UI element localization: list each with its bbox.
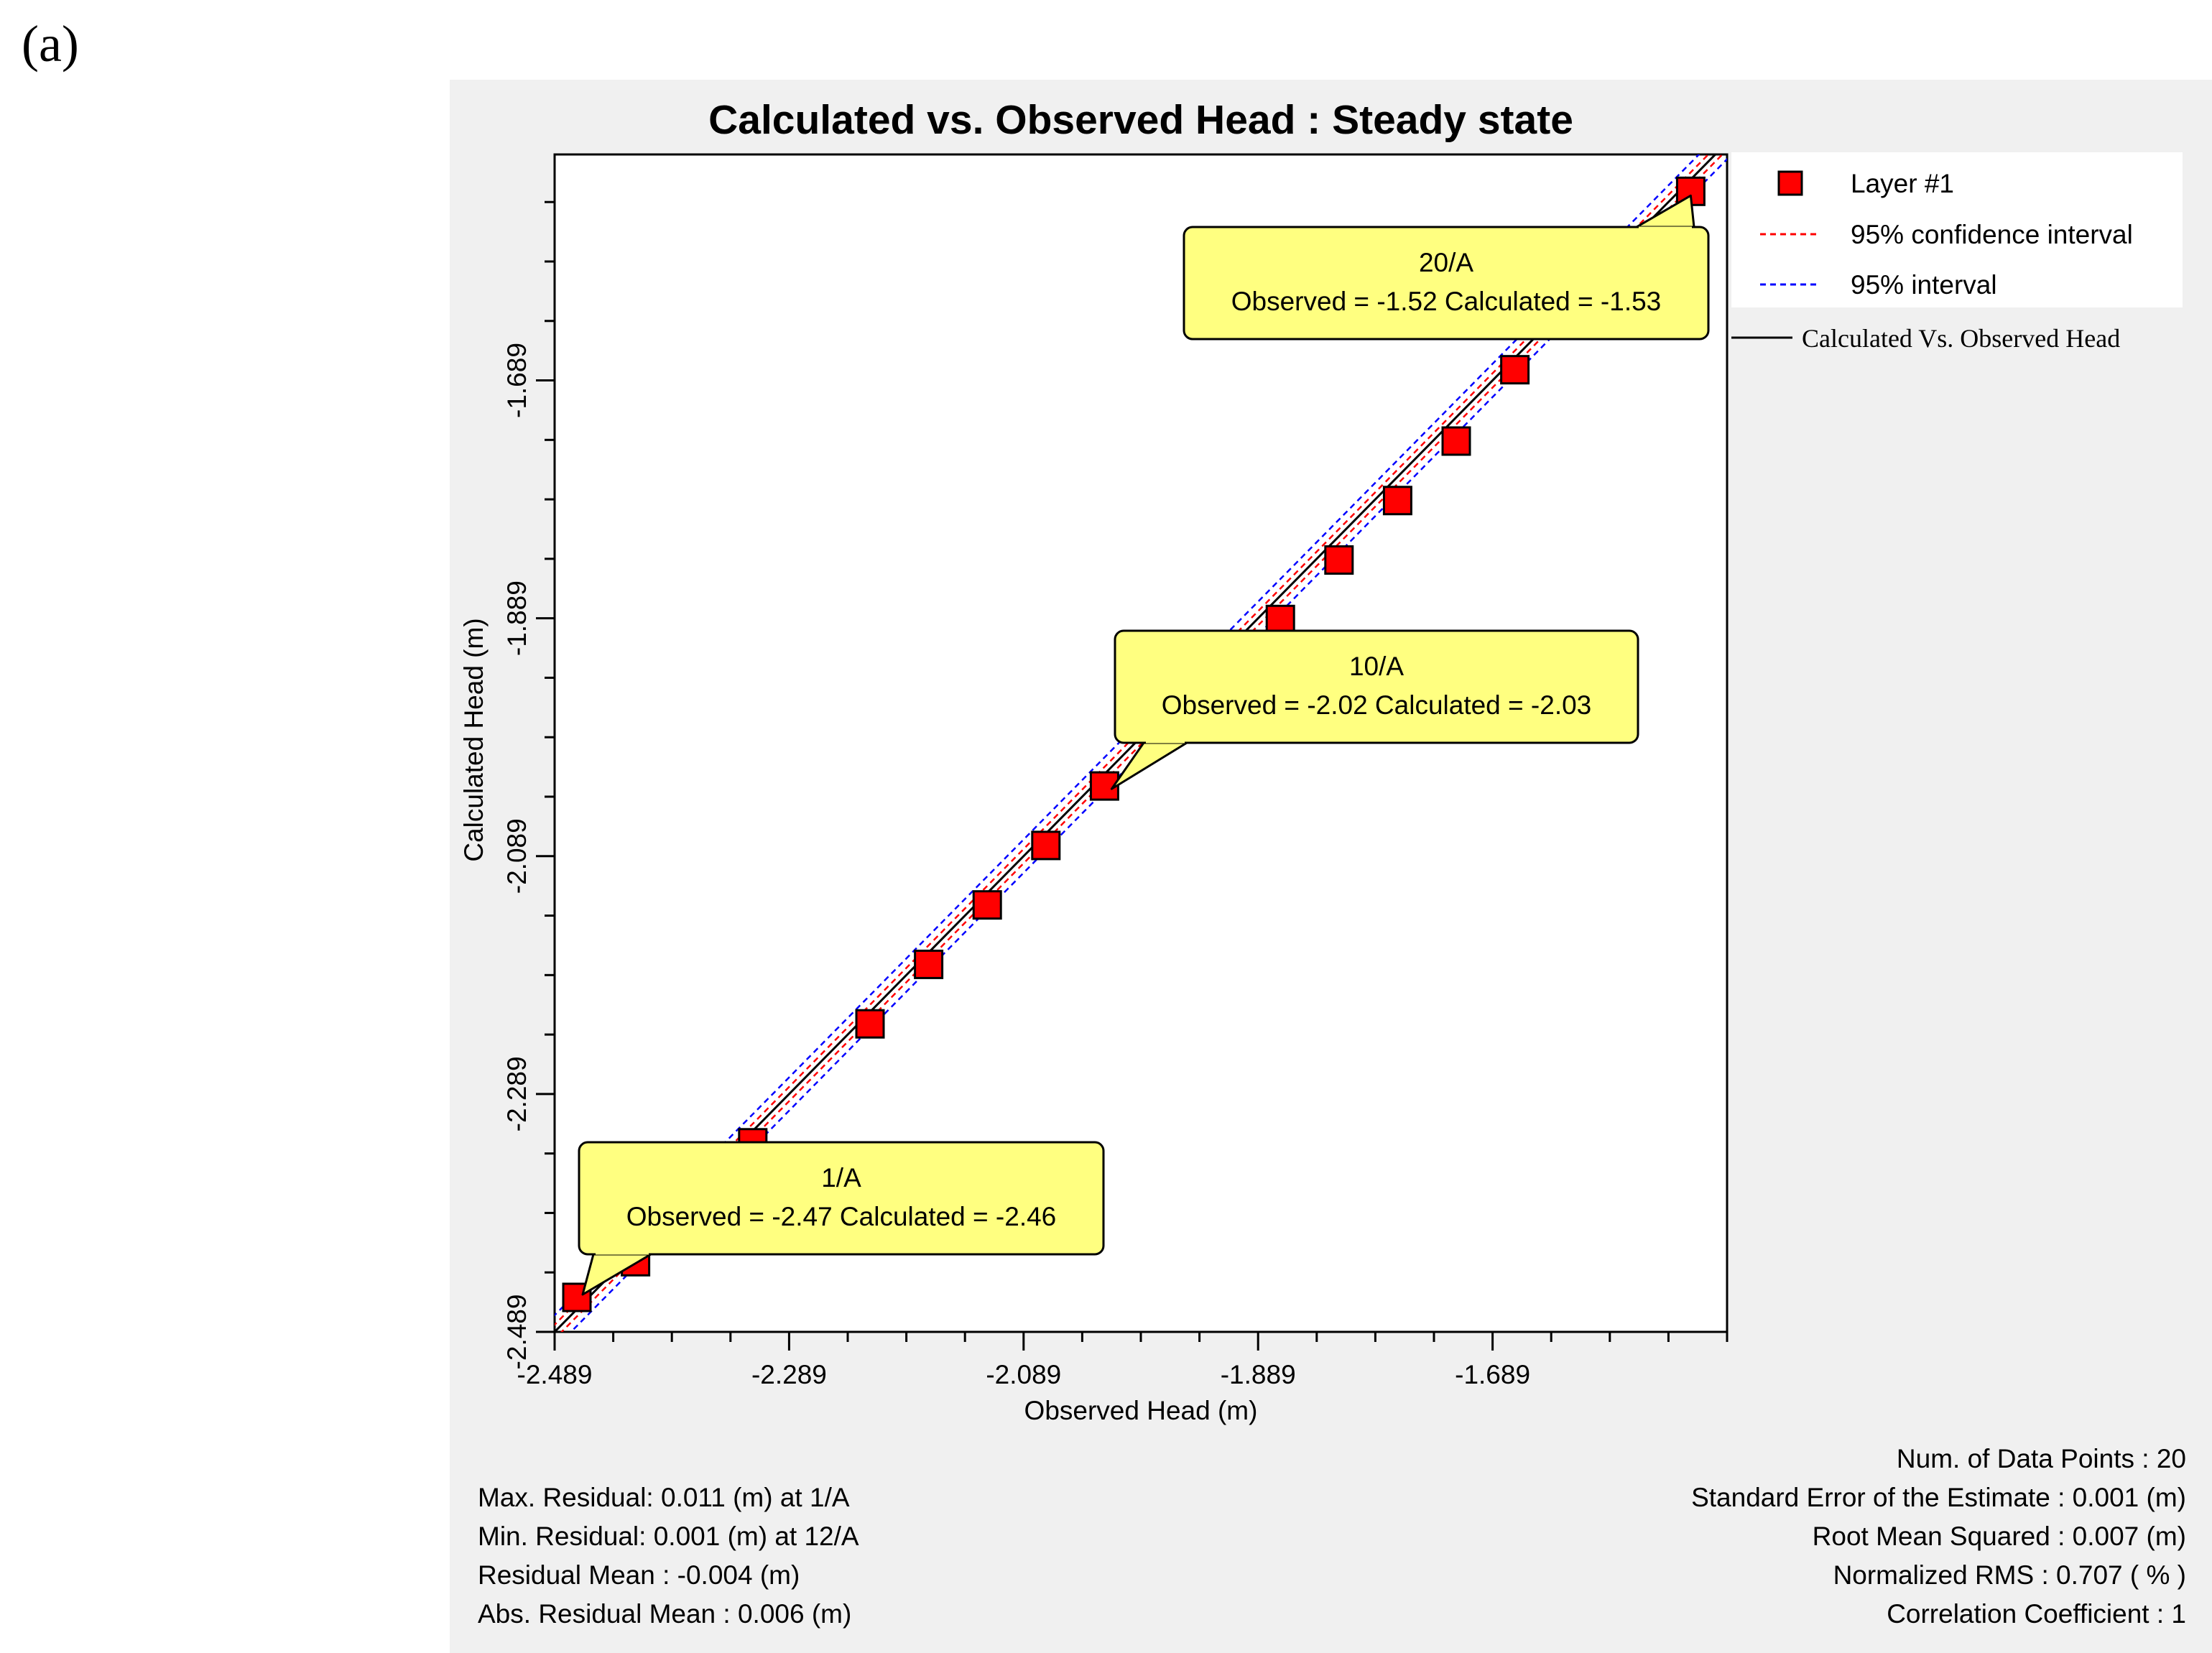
stat-standard-error: Standard Error of the Estimate : 0.001 (…	[1691, 1483, 2186, 1512]
stat-num-data-points: Num. of Data Points : 20	[1896, 1444, 2186, 1473]
legend-label: 95% interval	[1851, 270, 1997, 300]
x-tick-label: -1.689	[1455, 1360, 1530, 1389]
callout-title: 10/A	[1349, 652, 1404, 681]
callout-text: Observed = -1.52 Calculated = -1.53	[1231, 287, 1662, 316]
data-point	[1441, 426, 1471, 456]
y-tick-label: -2.289	[502, 1056, 532, 1131]
chart-title: Calculated vs. Observed Head : Steady st…	[708, 97, 1573, 143]
stat-max-residual: Max. Residual: 0.011 (m) at 1/A	[478, 1483, 850, 1512]
panel-label: (a)	[22, 15, 79, 73]
callout-box	[1183, 226, 1710, 341]
data-point	[1265, 604, 1295, 634]
callout-title: 20/A	[1419, 248, 1473, 277]
data-point	[1031, 830, 1061, 861]
callout-box	[578, 1141, 1105, 1256]
x-tick-label: -2.289	[751, 1360, 827, 1389]
callout-text: Observed = -2.47 Calculated = -2.46	[626, 1202, 1057, 1231]
data-point	[972, 890, 1002, 920]
stat-residual-mean: Residual Mean : -0.004 (m)	[478, 1560, 800, 1590]
data-point	[855, 1009, 885, 1039]
y-axis-label: Calculated Head (m)	[459, 618, 489, 861]
data-point	[1324, 545, 1354, 575]
legend: Layer #1 95% confidence interval 95% inter…	[1731, 152, 2183, 353]
x-tick-label: -1.889	[1221, 1360, 1296, 1389]
stat-abs-residual-mean: Abs. Residual Mean : 0.006 (m)	[478, 1599, 852, 1629]
y-tick-label: -1.889	[502, 580, 532, 656]
data-point	[1382, 486, 1412, 516]
legend-box	[1731, 152, 2183, 307]
x-tick-label: -2.489	[517, 1360, 593, 1389]
legend-label: Calculated Vs. Observed Head	[1802, 324, 2120, 353]
legend-marker	[1777, 170, 1803, 196]
data-point	[914, 949, 944, 979]
stat-correlation: Correlation Coefficient : 1	[1887, 1599, 2186, 1629]
legend-label: Layer #1	[1851, 169, 1954, 198]
y-tick-label: -1.689	[502, 343, 532, 418]
callout-box	[1114, 629, 1639, 744]
callout-text: Observed = -2.02 Calculated = -2.03	[1162, 690, 1592, 720]
callout-title: 1/A	[821, 1163, 861, 1193]
stat-min-residual: Min. Residual: 0.001 (m) at 12/A	[478, 1522, 859, 1551]
stat-rms: Root Mean Squared : 0.007 (m)	[1812, 1522, 2186, 1551]
stat-normalized-rms: Normalized RMS : 0.707 ( % )	[1833, 1560, 2186, 1590]
y-tick-label: -2.089	[502, 818, 532, 894]
legend-label: 95% confidence interval	[1851, 220, 2133, 249]
x-tick-label: -2.089	[986, 1360, 1061, 1389]
y-tick-label: -2.489	[502, 1295, 532, 1370]
x-axis-label: Observed Head (m)	[1024, 1396, 1258, 1425]
data-point	[1500, 355, 1530, 385]
